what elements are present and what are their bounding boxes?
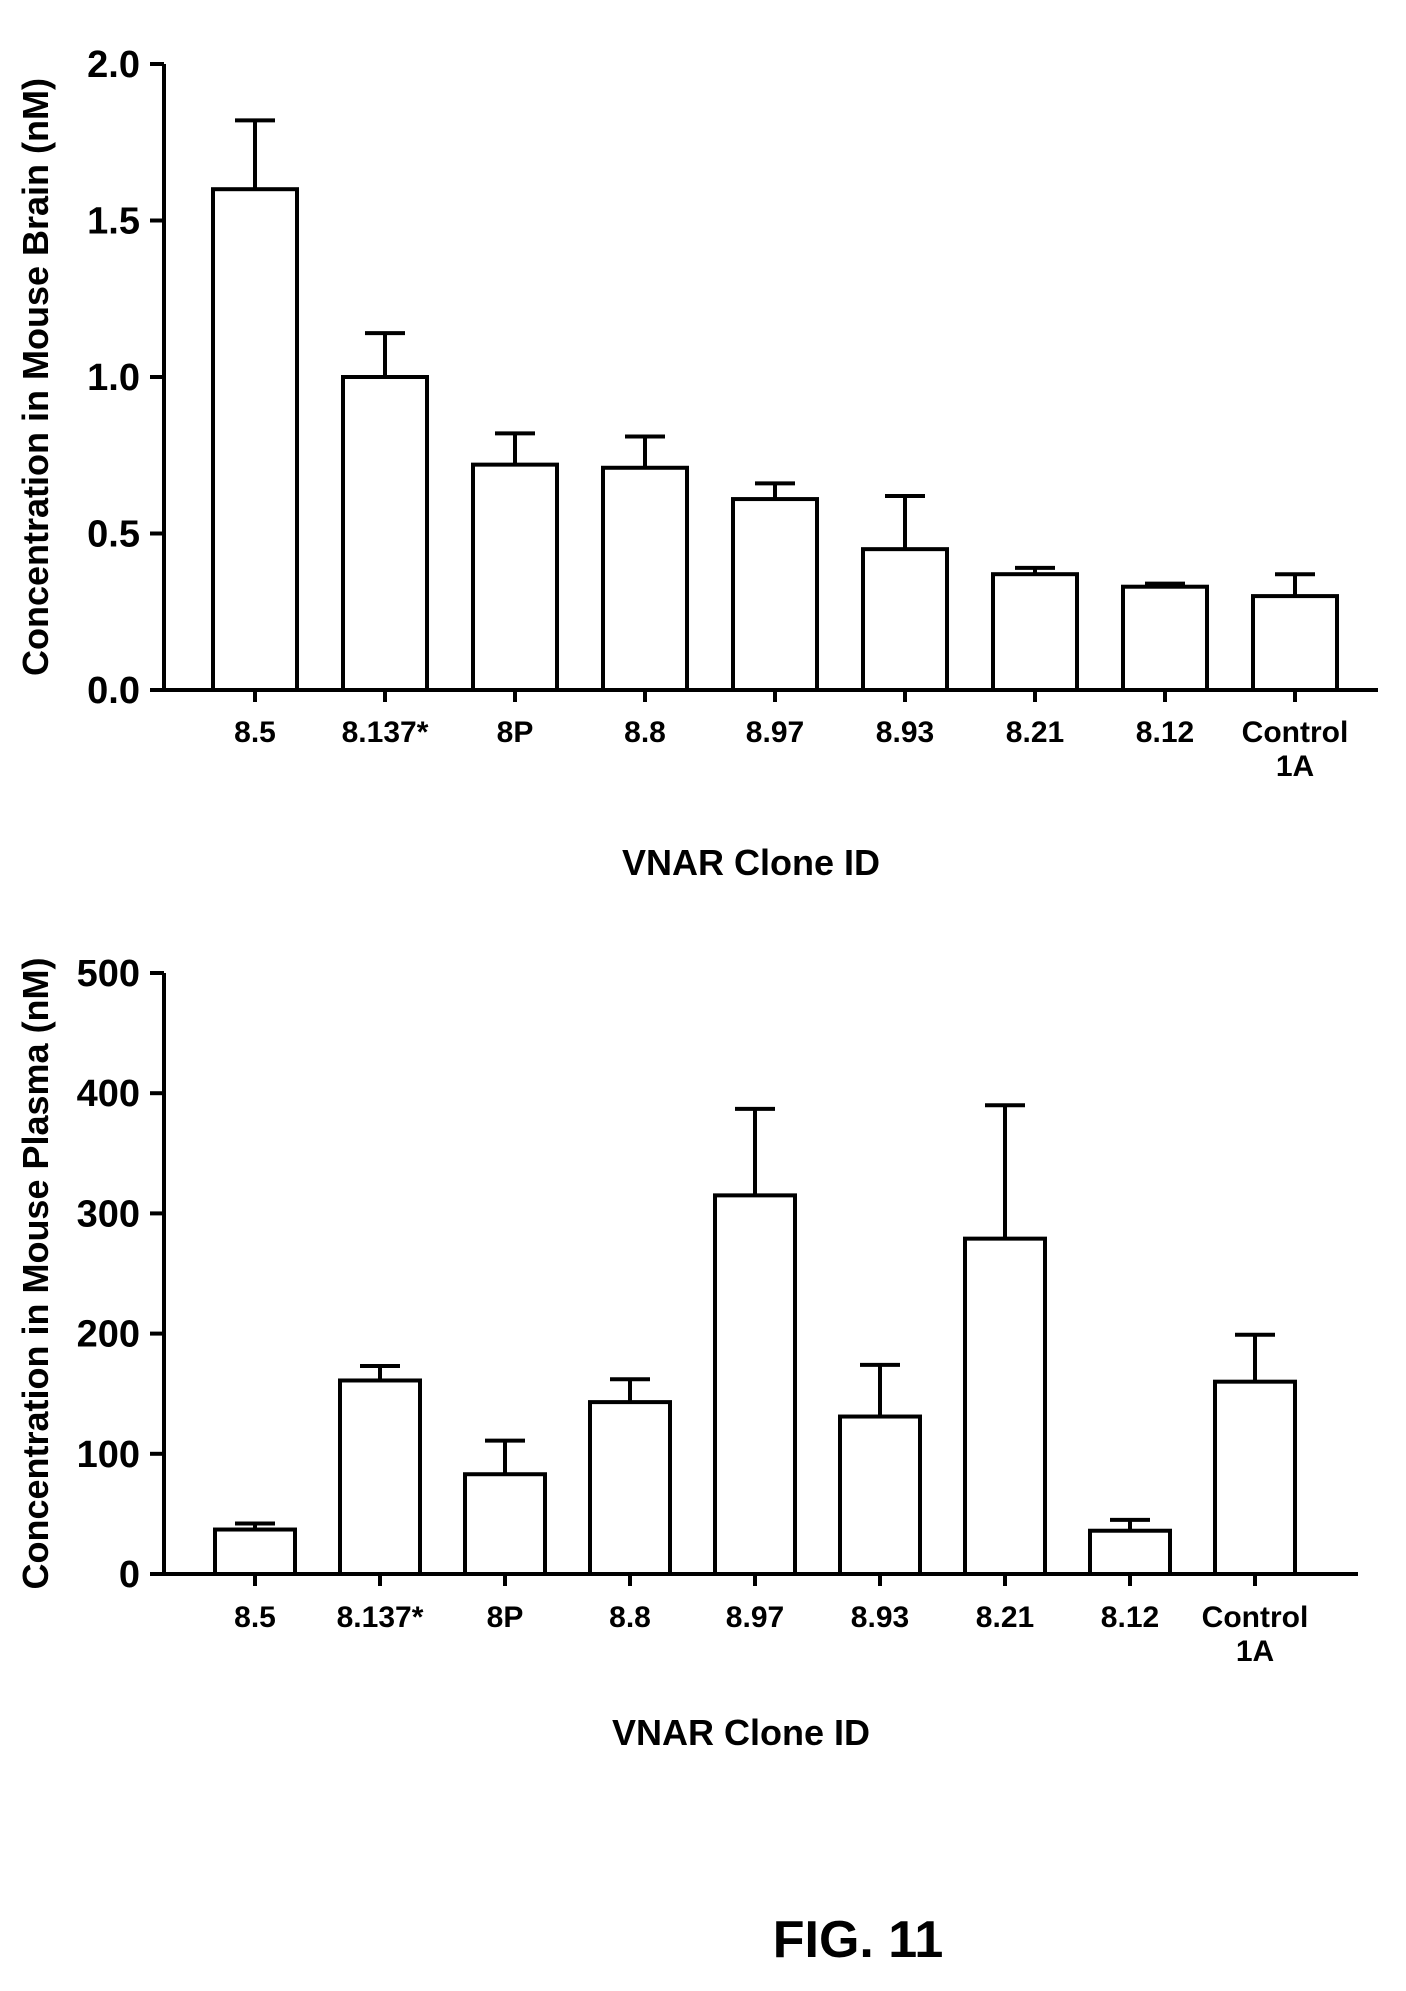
bar [713, 1193, 797, 1576]
figure-label: FIG. 11 [773, 1911, 944, 1969]
x-tick-label: 8.5 [234, 1601, 276, 1634]
y-tick-label: 2.0 [87, 44, 140, 86]
bar [991, 572, 1079, 692]
x-tick-label: 8.8 [624, 716, 666, 749]
bar [1213, 1379, 1297, 1577]
x-tick-label: 8.137* [337, 1601, 424, 1634]
x-tick-label: 8.12 [1136, 716, 1194, 749]
x-tick-label: 8.21 [976, 1601, 1034, 1634]
bar [731, 497, 819, 692]
x-tick-label: 8.93 [851, 1601, 909, 1634]
bar [1121, 584, 1209, 693]
x-tick-label: Control 1A [1242, 716, 1349, 783]
y-axis-title: Concentration in Mouse Brain (nM) [15, 78, 56, 676]
bar [471, 462, 559, 693]
x-axis-title: VNAR Clone ID [612, 1712, 870, 1753]
bar [338, 1378, 422, 1577]
bar [211, 187, 299, 692]
y-tick-label: 0.0 [87, 670, 140, 712]
x-tick-label: 8P [497, 716, 534, 749]
y-tick-label: 200 [77, 1314, 140, 1356]
y-tick-label: 500 [77, 953, 140, 995]
x-tick-label: 8.97 [726, 1601, 784, 1634]
bar [838, 1414, 922, 1576]
x-tick-label: 8.97 [746, 716, 804, 749]
x-tick-label: 8.8 [609, 1601, 651, 1634]
y-tick-label: 300 [77, 1193, 140, 1235]
bar [213, 1527, 297, 1576]
x-tick-label: 8P [487, 1601, 524, 1634]
y-tick-label: 1.0 [87, 357, 140, 399]
bar [601, 465, 689, 692]
x-tick-label: 8.5 [234, 716, 276, 749]
bar [1251, 594, 1339, 692]
bar [861, 547, 949, 693]
x-tick-label: 8.21 [1006, 716, 1064, 749]
x-tick-label: 8.12 [1101, 1601, 1159, 1634]
bar [1088, 1528, 1172, 1577]
y-tick-label: 0 [119, 1554, 140, 1596]
bar [963, 1236, 1047, 1576]
bar [341, 375, 429, 692]
x-tick-label: 8.93 [876, 716, 934, 749]
bar [463, 1472, 547, 1577]
plasma-concentration-chart: 0 100 200 300 400 500 8.5 8.137* 8P 8.8 8.97 8.93 8.… [15, 953, 1358, 1753]
x-tick-label: Control 1A [1202, 1601, 1309, 1668]
x-axis-title: VNAR Clone ID [622, 842, 880, 883]
brain-concentration-chart: 0.0 0.5 1.0 1.5 2.0 8.5 8.137* 8P 8.8 8.97 8.93 8.2… [15, 44, 1378, 883]
y-tick-label: 0.5 [87, 514, 140, 556]
y-tick-label: 1.5 [87, 201, 140, 243]
y-axis-title: Concentration in Mouse Plasma (nM) [15, 957, 56, 1589]
y-tick-label: 100 [77, 1434, 140, 1476]
y-tick-label: 400 [77, 1073, 140, 1115]
bar [588, 1400, 672, 1577]
x-tick-label: 8.137* [342, 716, 429, 749]
